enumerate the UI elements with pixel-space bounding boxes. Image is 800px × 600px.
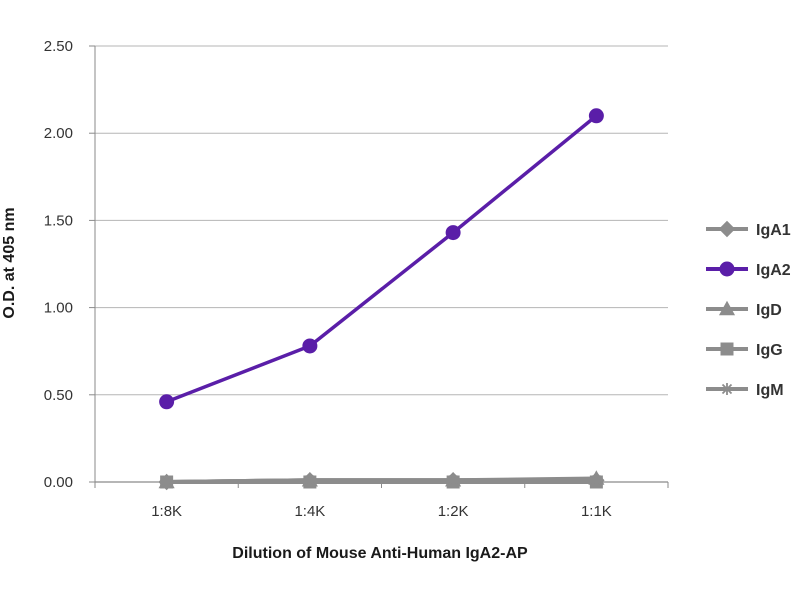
x-tick-label: 1:1K bbox=[581, 503, 612, 520]
x-tick-label: 1:2K bbox=[438, 503, 469, 520]
data-point bbox=[445, 225, 461, 241]
y-tick-label: 0.00 bbox=[44, 474, 73, 491]
series-igm bbox=[160, 474, 603, 488]
legend-marker bbox=[721, 383, 733, 395]
y-tick-label: 1.50 bbox=[44, 212, 73, 229]
data-point bbox=[590, 474, 603, 487]
y-tick-label: 0.50 bbox=[44, 387, 73, 404]
series-line bbox=[165, 114, 598, 404]
x-axis-ticks: 1:8K 1:4K 1:2K 1:1K bbox=[151, 503, 612, 520]
legend-label: IgD bbox=[756, 302, 782, 319]
legend-marker bbox=[718, 220, 736, 238]
series-iga2 bbox=[159, 108, 604, 410]
y-tick-label: 1.00 bbox=[44, 300, 73, 317]
y-axis-ticks: 0.00 0.50 1.00 1.50 2.00 2.50 bbox=[44, 38, 73, 491]
legend-entry-iga2: IgA2 bbox=[706, 261, 791, 279]
legend-marker bbox=[719, 261, 735, 277]
x-tick-label: 1:8K bbox=[151, 503, 182, 520]
legend-entry-iga1: IgA1 bbox=[706, 220, 791, 239]
legend: IgA1 IgA2 IgD IgG IgM bbox=[706, 220, 791, 399]
legend-entry-igd: IgD bbox=[706, 300, 782, 319]
legend-marker bbox=[720, 342, 734, 356]
series-group bbox=[158, 108, 605, 491]
data-point bbox=[302, 338, 318, 354]
y-axis-label: O.D. at 405 nm bbox=[1, 207, 18, 318]
legend-entry-igg: IgG bbox=[706, 342, 783, 359]
legend-marker bbox=[718, 300, 736, 316]
gridlines bbox=[89, 45, 669, 488]
data-point bbox=[447, 474, 460, 487]
y-tick-label: 2.00 bbox=[44, 125, 73, 142]
x-tick-label: 1:4K bbox=[294, 503, 325, 520]
data-point bbox=[588, 108, 604, 124]
y-tick-label: 2.50 bbox=[44, 38, 73, 55]
x-axis-label: Dilution of Mouse Anti-Human IgA2-AP bbox=[232, 545, 528, 562]
legend-entry-igm: IgM bbox=[706, 382, 784, 399]
series-line bbox=[166, 478, 597, 484]
legend-label: IgG bbox=[756, 342, 783, 359]
data-point bbox=[303, 474, 316, 487]
legend-label: IgA2 bbox=[756, 262, 791, 279]
data-point bbox=[159, 394, 175, 410]
data-point bbox=[160, 476, 173, 488]
legend-label: IgA1 bbox=[756, 222, 791, 239]
legend-label: IgM bbox=[756, 382, 784, 399]
